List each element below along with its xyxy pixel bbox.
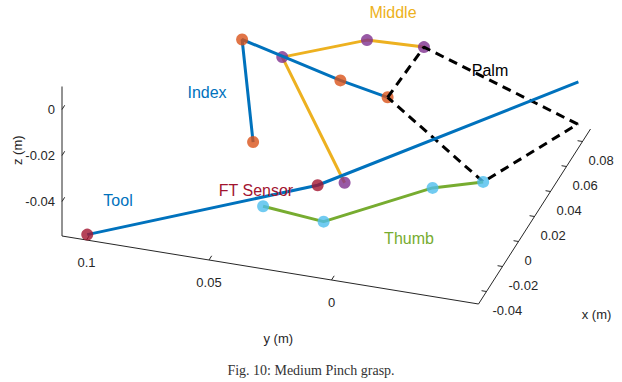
svg-text:FT Sensor: FT Sensor: [219, 182, 294, 199]
svg-text:-0.02: -0.02: [509, 278, 539, 293]
svg-text:0.04: 0.04: [557, 203, 582, 218]
svg-text:Tool: Tool: [103, 192, 132, 209]
svg-text:0: 0: [48, 102, 55, 117]
svg-text:0.1: 0.1: [77, 255, 95, 270]
svg-text:x (m): x (m): [582, 307, 612, 322]
svg-text:0: 0: [525, 253, 532, 268]
svg-text:0.02: 0.02: [541, 228, 566, 243]
svg-text:z (m): z (m): [10, 135, 25, 165]
svg-text:-0.02: -0.02: [25, 148, 55, 163]
svg-text:0.05: 0.05: [196, 275, 221, 290]
svg-text:0.06: 0.06: [573, 178, 598, 193]
svg-text:-0.04: -0.04: [25, 194, 55, 209]
svg-text:0.08: 0.08: [589, 153, 614, 168]
svg-text:Palm: Palm: [472, 62, 508, 79]
svg-text:0: 0: [328, 295, 335, 310]
svg-text:-0.04: -0.04: [493, 303, 523, 318]
svg-text:Fig. 10: Medium Pinch grasp.: Fig. 10: Medium Pinch grasp.: [227, 363, 394, 378]
svg-text:Thumb: Thumb: [384, 230, 434, 247]
svg-text:Middle: Middle: [369, 4, 416, 21]
svg-text:Index: Index: [187, 84, 226, 101]
svg-text:y (m): y (m): [263, 331, 293, 346]
